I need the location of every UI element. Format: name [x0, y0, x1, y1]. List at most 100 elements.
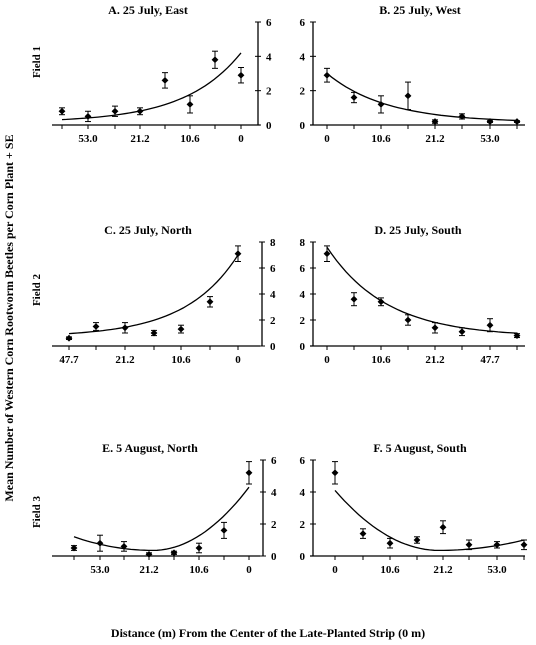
panel-title: A. 25 July, East [108, 3, 188, 17]
data-point [465, 541, 473, 549]
data-point [431, 118, 439, 125]
panel-title: E. 5 August, North [102, 441, 198, 455]
row-label-field-1: Field 1 [31, 46, 43, 78]
x-tick-label: 53.0 [480, 133, 500, 145]
data-point [220, 527, 228, 534]
x-tick-label: 53.0 [78, 133, 98, 145]
y-tick-label: 2 [271, 519, 277, 531]
y-tick-label: 6 [300, 17, 306, 29]
y-tick-label: 0 [300, 120, 306, 132]
y-tick-label: 2 [270, 315, 276, 327]
row-label-field-3: Field 3 [31, 495, 43, 528]
y-tick-label: 0 [270, 341, 276, 353]
data-point [170, 549, 178, 557]
data-point [245, 469, 253, 477]
panel-title: F. 5 August, South [373, 441, 467, 455]
x-tick-label: 10.6 [171, 354, 191, 366]
x-tick-label: 21.2 [433, 564, 453, 576]
data-point [513, 332, 521, 339]
data-point [493, 541, 501, 549]
y-tick-label: 8 [270, 237, 276, 249]
fit-curve [61, 52, 242, 121]
x-tick-label: 0 [324, 354, 330, 366]
y-tick-label: 6 [266, 17, 272, 29]
data-point [65, 334, 73, 342]
y-tick-label: 0 [300, 341, 306, 353]
x-tick-label: 0 [324, 133, 330, 145]
data-point [234, 250, 242, 258]
data-point [513, 118, 521, 125]
data-point [359, 530, 367, 537]
y-tick-label: 8 [300, 237, 306, 249]
fit-curve [334, 489, 525, 552]
data-point [211, 56, 219, 64]
data-point [177, 325, 185, 333]
x-tick-label: 0 [235, 354, 241, 366]
data-point [404, 92, 412, 100]
data-point [439, 523, 447, 531]
panel-C: C. 25 July, North 0 2 4 6 8 47.7 21.2 10.6 0 [52, 223, 276, 366]
data-point [237, 71, 245, 79]
panel-F: F. 5 August, South 0 2 4 6 0 10.6 21.2 53.0 [300, 441, 528, 576]
data-point [377, 101, 385, 108]
fit-curve [326, 72, 518, 122]
data-point [323, 250, 331, 258]
data-point [486, 321, 494, 329]
data-point [206, 298, 214, 306]
y-tick-label: 4 [300, 289, 306, 301]
data-point [413, 536, 421, 544]
y-tick-label: 2 [300, 315, 306, 327]
x-tick-label: 53.0 [487, 564, 507, 576]
y-tick-label: 4 [270, 289, 276, 301]
data-point [323, 71, 331, 79]
x-tick-label: 10.6 [180, 133, 200, 145]
y-tick-label: 0 [266, 120, 272, 132]
y-tick-label: 2 [266, 86, 272, 98]
data-point [331, 469, 339, 477]
data-point [136, 107, 144, 115]
x-tick-label: 10.6 [380, 564, 400, 576]
fit-curve [68, 254, 239, 335]
y-tick-label: 4 [300, 51, 306, 63]
x-tick-label: 0 [246, 564, 252, 576]
panel-B: B. 25 July, West 0 2 4 6 0 10.6 21.2 53.0 [300, 3, 525, 145]
y-tick-label: 6 [300, 263, 306, 275]
data-point [386, 539, 394, 547]
data-point [111, 107, 119, 115]
data-point [70, 544, 78, 552]
fit-curve [73, 486, 250, 552]
panel-title: C. 25 July, North [104, 223, 192, 237]
data-point [458, 113, 466, 120]
data-point [161, 76, 169, 84]
y-tick-label: 4 [300, 487, 306, 499]
data-point [58, 107, 66, 115]
x-tick-label: 21.2 [139, 564, 159, 576]
data-point [195, 544, 203, 552]
x-tick-label: 21.2 [425, 133, 445, 145]
x-tick-label: 47.7 [480, 354, 500, 366]
x-tick-label: 10.6 [371, 133, 391, 145]
y-tick-label: 4 [266, 51, 272, 63]
y-tick-label: 4 [271, 487, 277, 499]
data-point [186, 101, 194, 108]
x-tick-label: 0 [238, 133, 244, 145]
x-axis-label: Distance (m) From the Center of the Late… [111, 626, 425, 640]
fit-curve [326, 246, 518, 334]
y-tick-label: 2 [300, 86, 306, 98]
panel-D: D. 25 July, South 0 2 4 6 8 0 10.6 21.2 47.7 [300, 223, 525, 366]
data-point [96, 539, 104, 547]
x-tick-label: 0 [332, 564, 338, 576]
x-tick-label: 21.2 [130, 133, 150, 145]
data-point [377, 298, 385, 306]
data-point [121, 324, 129, 332]
x-tick-label: 21.2 [115, 354, 135, 366]
y-tick-label: 0 [271, 551, 277, 563]
data-point [520, 541, 528, 549]
x-tick-label: 21.2 [425, 354, 445, 366]
y-tick-label: 0 [300, 551, 306, 563]
x-tick-label: 10.6 [189, 564, 209, 576]
data-point [458, 328, 466, 336]
x-tick-label: 10.6 [371, 354, 391, 366]
data-point [84, 113, 92, 120]
